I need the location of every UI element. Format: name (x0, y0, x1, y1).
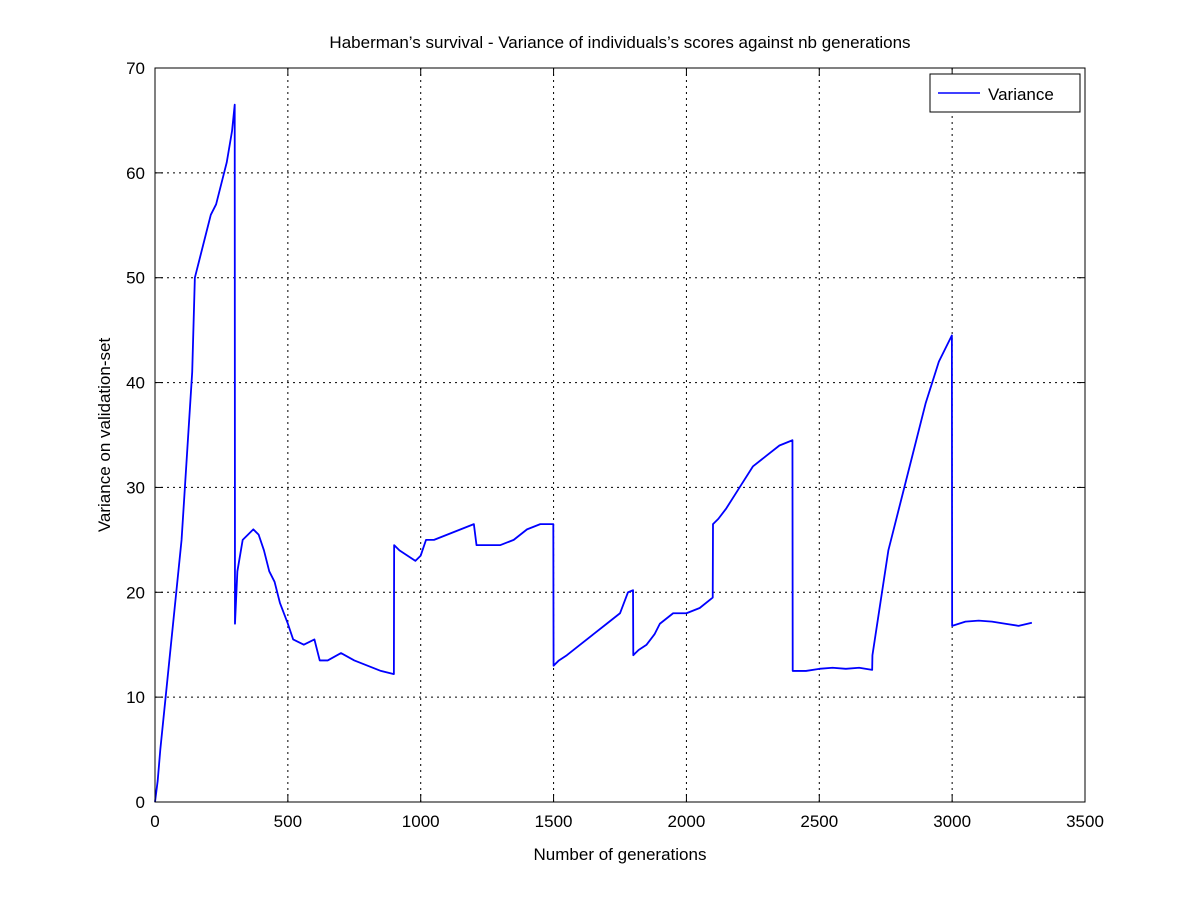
y-tick-label: 50 (126, 269, 145, 288)
y-tick-label: 60 (126, 164, 145, 183)
x-tick-label: 0 (150, 812, 159, 831)
series-line-variance (154, 103, 1033, 803)
grid-lines (155, 68, 1085, 802)
x-axis: 0 500 1000 1500 2000 2500 3000 3500 (150, 68, 1104, 831)
chart-title: Haberman’s survival - Variance of indivi… (329, 33, 910, 52)
x-tick-label: 1500 (535, 812, 573, 831)
x-tick-label: 3500 (1066, 812, 1104, 831)
y-tick-label: 10 (126, 688, 145, 707)
series-layer (154, 103, 1033, 803)
y-tick-label: 40 (126, 374, 145, 393)
legend-label-variance: Variance (988, 85, 1054, 104)
x-axis-label: Number of generations (534, 845, 707, 864)
y-tick-label: 20 (126, 583, 145, 602)
y-tick-label: 70 (126, 59, 145, 78)
y-axis: 0 10 20 30 40 50 60 70 (126, 59, 1085, 812)
plot-frame (154, 67, 1086, 803)
x-tick-label: 1000 (402, 812, 440, 831)
x-tick-label: 2000 (668, 812, 706, 831)
legend: Variance (929, 73, 1081, 113)
y-tick-label: 0 (136, 793, 145, 812)
x-tick-label: 2500 (800, 812, 838, 831)
x-tick-label: 500 (274, 812, 302, 831)
y-tick-label: 30 (126, 478, 145, 497)
x-tick-label: 3000 (933, 812, 971, 831)
y-axis-label: Variance on validation-set (95, 338, 114, 533)
